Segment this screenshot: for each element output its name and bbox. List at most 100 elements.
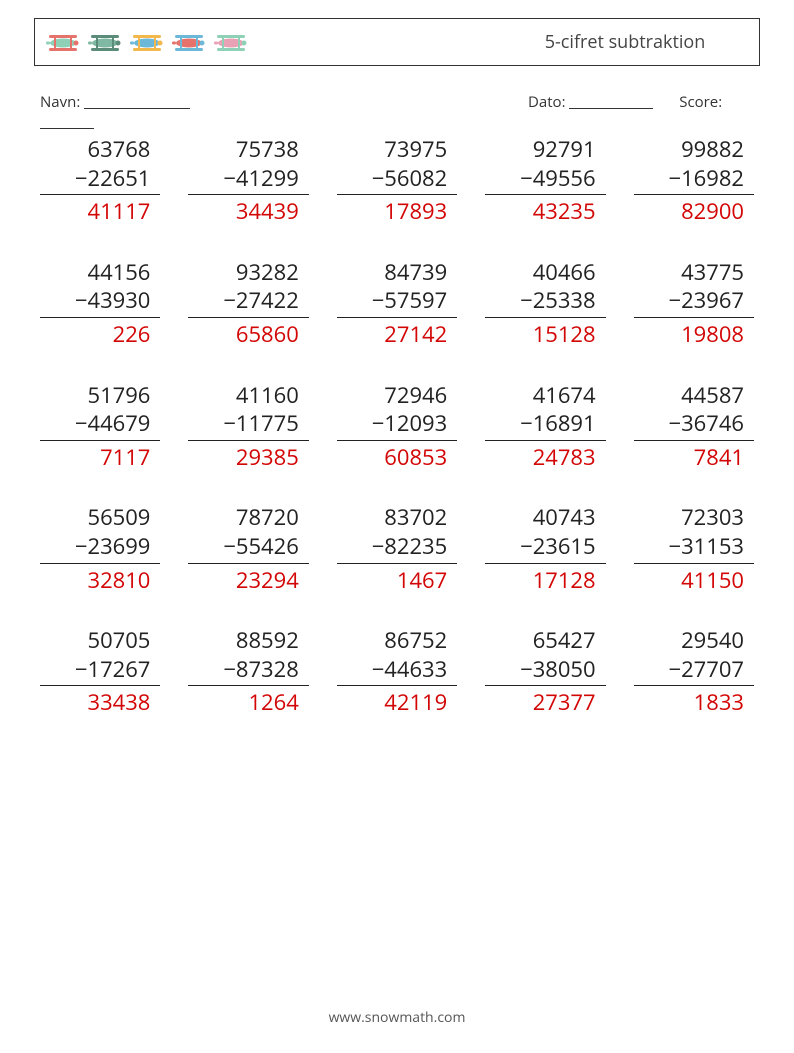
- answer: 32810: [40, 564, 160, 595]
- problem: 93282−2742265860: [188, 258, 308, 349]
- problem: 72303−3115341150: [634, 503, 754, 594]
- subtrahend: −44633: [337, 655, 457, 687]
- date-blank[interactable]: [569, 95, 653, 109]
- problem: 29540−277071833: [634, 626, 754, 717]
- minuend: 41160: [188, 381, 308, 410]
- answer: 60853: [337, 441, 457, 472]
- subtrahend: −11775: [188, 409, 308, 441]
- minuend: 29540: [634, 626, 754, 655]
- footer-url: www.snowmath.com: [0, 1008, 794, 1027]
- minuend: 83702: [337, 503, 457, 532]
- answer: 82900: [634, 195, 754, 226]
- subtrahend: −44679: [40, 409, 160, 441]
- subtrahend: −87328: [188, 655, 308, 687]
- problem: 83702−822351467: [337, 503, 457, 594]
- subtrahend: −23967: [634, 286, 754, 318]
- answer: 17128: [485, 564, 605, 595]
- answer: 43235: [485, 195, 605, 226]
- problem: 50705−1726733438: [40, 626, 160, 717]
- problem: 63768−2265141117: [40, 135, 160, 226]
- answer: 41117: [40, 195, 160, 226]
- worksheet-title: 5-cifret subtraktion: [495, 30, 755, 54]
- subtrahend: −36746: [634, 409, 754, 441]
- minuend: 92791: [485, 135, 605, 164]
- answer: 23294: [188, 564, 308, 595]
- problems-grid: 63768−2265141117 75738−4129934439 73975−56…: [40, 135, 754, 717]
- info-row: Navn: Dato: Score:: [40, 92, 754, 132]
- subtrahend: −22651: [40, 164, 160, 196]
- problem: 88592−873281264: [188, 626, 308, 717]
- answer: 7841: [634, 441, 754, 472]
- problem: 86752−4463342119: [337, 626, 457, 717]
- minuend: 72946: [337, 381, 457, 410]
- minuend: 93282: [188, 258, 308, 287]
- problem: 73975−5608217893: [337, 135, 457, 226]
- subtrahend: −25338: [485, 286, 605, 318]
- problem: 41160−1177529385: [188, 381, 308, 472]
- minuend: 78720: [188, 503, 308, 532]
- date-label: Dato:: [528, 92, 566, 112]
- problem: 43775−2396719808: [634, 258, 754, 349]
- subtrahend: −16982: [634, 164, 754, 196]
- answer: 24783: [485, 441, 605, 472]
- answer: 29385: [188, 441, 308, 472]
- answer: 7117: [40, 441, 160, 472]
- problem: 40743−2361517128: [485, 503, 605, 594]
- minuend: 44156: [40, 258, 160, 287]
- minuend: 43775: [634, 258, 754, 287]
- problem: 51796−446797117: [40, 381, 160, 472]
- minuend: 73975: [337, 135, 457, 164]
- biplane-pink-icon: [213, 27, 249, 57]
- minuend: 40466: [485, 258, 605, 287]
- minuend: 99882: [634, 135, 754, 164]
- problem: 56509−2369932810: [40, 503, 160, 594]
- answer: 19808: [634, 318, 754, 349]
- minuend: 65427: [485, 626, 605, 655]
- problem: 44156−43930226: [40, 258, 160, 349]
- subtrahend: −82235: [337, 532, 457, 564]
- subtrahend: −49556: [485, 164, 605, 196]
- subtrahend: −23699: [40, 532, 160, 564]
- problem: 92791−4955643235: [485, 135, 605, 226]
- problem: 44587−367467841: [634, 381, 754, 472]
- answer: 1833: [634, 686, 754, 717]
- problem: 40466−2533815128: [485, 258, 605, 349]
- problem: 75738−4129934439: [188, 135, 308, 226]
- score-blank[interactable]: [40, 115, 94, 129]
- subtrahend: −38050: [485, 655, 605, 687]
- subtrahend: −16891: [485, 409, 605, 441]
- subtrahend: −27422: [188, 286, 308, 318]
- minuend: 75738: [188, 135, 308, 164]
- subtrahend: −57597: [337, 286, 457, 318]
- problem: 72946−1209360853: [337, 381, 457, 472]
- subtrahend: −27707: [634, 655, 754, 687]
- subtrahend: −55426: [188, 532, 308, 564]
- minuend: 88592: [188, 626, 308, 655]
- problem: 99882−1698282900: [634, 135, 754, 226]
- minuend: 50705: [40, 626, 160, 655]
- minuend: 72303: [634, 503, 754, 532]
- answer: 42119: [337, 686, 457, 717]
- name-blank[interactable]: [84, 95, 190, 109]
- minuend: 56509: [40, 503, 160, 532]
- answer: 65860: [188, 318, 308, 349]
- problem: 41674−1689124783: [485, 381, 605, 472]
- subtrahend: −17267: [40, 655, 160, 687]
- subtrahend: −23615: [485, 532, 605, 564]
- seaplane-icon: [129, 27, 165, 57]
- minuend: 84739: [337, 258, 457, 287]
- score-label: Score:: [679, 92, 722, 112]
- minuend: 41674: [485, 381, 605, 410]
- answer: 27142: [337, 318, 457, 349]
- minuend: 86752: [337, 626, 457, 655]
- subtrahend: −31153: [634, 532, 754, 564]
- problem: 84739−5759727142: [337, 258, 457, 349]
- biplane-red-icon: [171, 27, 207, 57]
- answer: 1467: [337, 564, 457, 595]
- subtrahend: −56082: [337, 164, 457, 196]
- minuend: 51796: [40, 381, 160, 410]
- subtrahend: −41299: [188, 164, 308, 196]
- minuend: 40743: [485, 503, 605, 532]
- answer: 15128: [485, 318, 605, 349]
- answer: 27377: [485, 686, 605, 717]
